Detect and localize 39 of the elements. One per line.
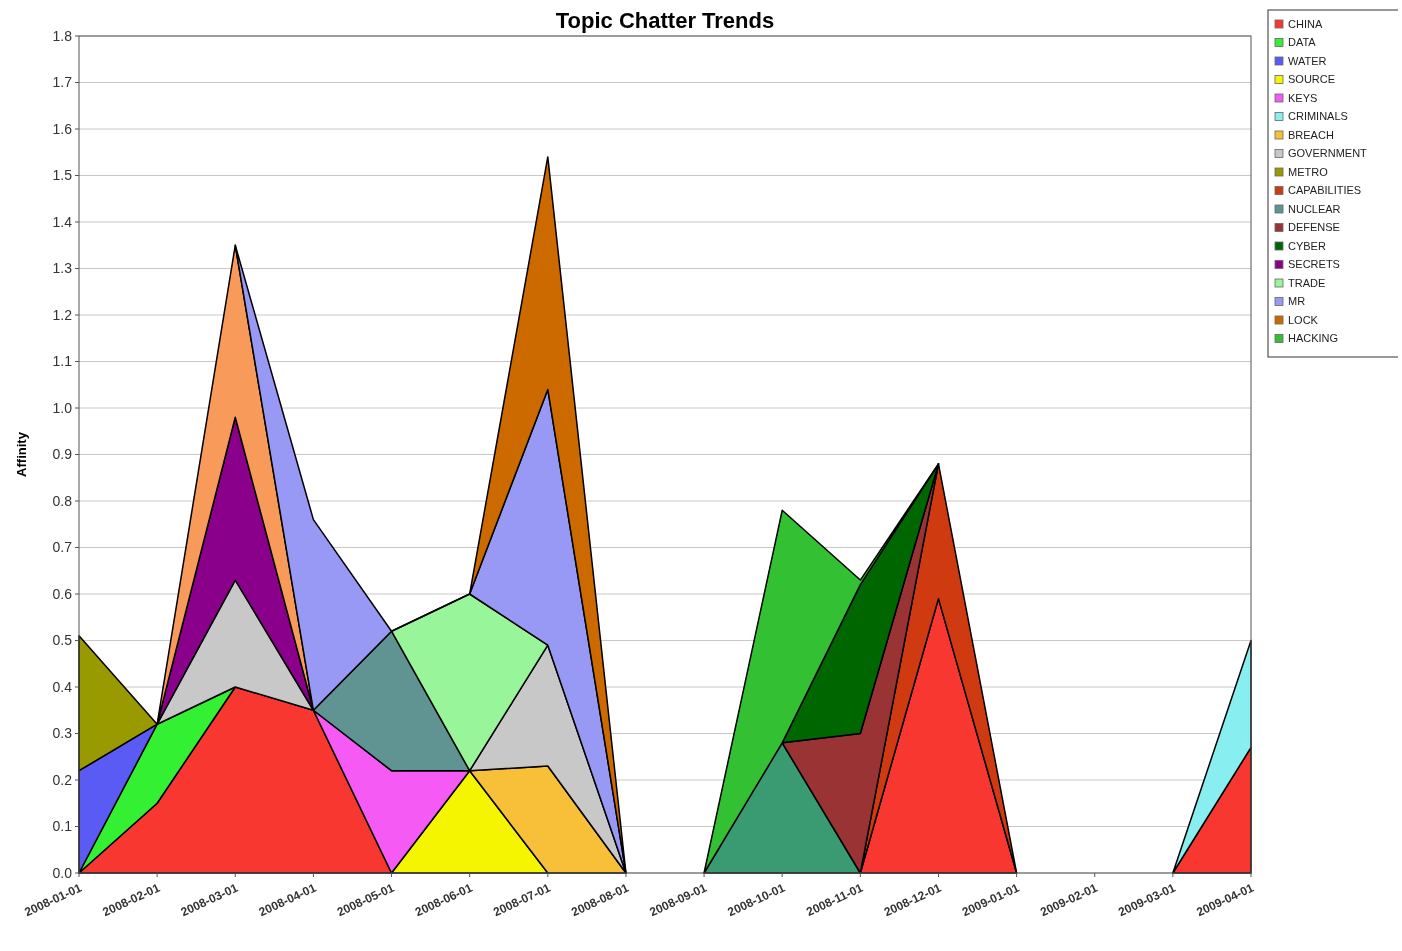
y-tick-label: 0.3 bbox=[52, 725, 73, 742]
y-tick-label: 0.0 bbox=[52, 864, 73, 881]
y-tick-label: 1.1 bbox=[52, 353, 73, 370]
legend-label: CAPABILITIES bbox=[1288, 184, 1362, 197]
y-axis-title: Affinity bbox=[14, 431, 29, 477]
y-tick-label: 0.5 bbox=[52, 632, 73, 649]
legend-label: LOCK bbox=[1288, 313, 1319, 326]
y-tick-label: 0.7 bbox=[52, 539, 73, 556]
y-tick-label: 0.2 bbox=[52, 771, 73, 788]
legend-label: GOVERNMENT bbox=[1288, 147, 1368, 160]
y-tick-label: 1.4 bbox=[52, 213, 73, 230]
y-tick-label: 0.9 bbox=[52, 446, 73, 463]
legend-label: WATER bbox=[1288, 54, 1327, 67]
y-tick-label: 1.3 bbox=[52, 260, 73, 277]
y-tick-label: 1.5 bbox=[52, 167, 73, 184]
legend-label: NUCLEAR bbox=[1288, 202, 1341, 215]
y-tick-label: 1.2 bbox=[52, 306, 73, 323]
legend-label: SECRETS bbox=[1288, 258, 1340, 271]
legend-label: CHINA bbox=[1288, 17, 1323, 30]
legend-label: CRIMINALS bbox=[1288, 110, 1348, 123]
legend-label: BREACH bbox=[1288, 128, 1334, 141]
y-tick-label: 1.6 bbox=[52, 120, 73, 137]
y-tick-label: 1.8 bbox=[52, 27, 73, 44]
legend-label: DEFENSE bbox=[1288, 221, 1340, 234]
legend-label: DATA bbox=[1288, 36, 1317, 49]
y-tick-label: 1.0 bbox=[52, 399, 73, 416]
legend-label: MR bbox=[1288, 295, 1306, 308]
legend-label: CYBER bbox=[1288, 239, 1326, 252]
y-tick-label: 0.8 bbox=[52, 492, 73, 509]
y-tick-label: 0.1 bbox=[52, 818, 73, 835]
legend-label: HACKING bbox=[1288, 332, 1339, 345]
legend-label: SOURCE bbox=[1288, 73, 1336, 86]
legend-label: TRADE bbox=[1288, 276, 1326, 289]
legend-label: KEYS bbox=[1288, 91, 1318, 104]
y-tick-label: 0.4 bbox=[52, 678, 73, 695]
y-tick-label: 1.7 bbox=[52, 74, 73, 91]
legend-label: METRO bbox=[1288, 165, 1329, 178]
y-tick-label: 0.6 bbox=[52, 585, 73, 602]
chart-title: Topic Chatter Trends bbox=[555, 8, 775, 33]
